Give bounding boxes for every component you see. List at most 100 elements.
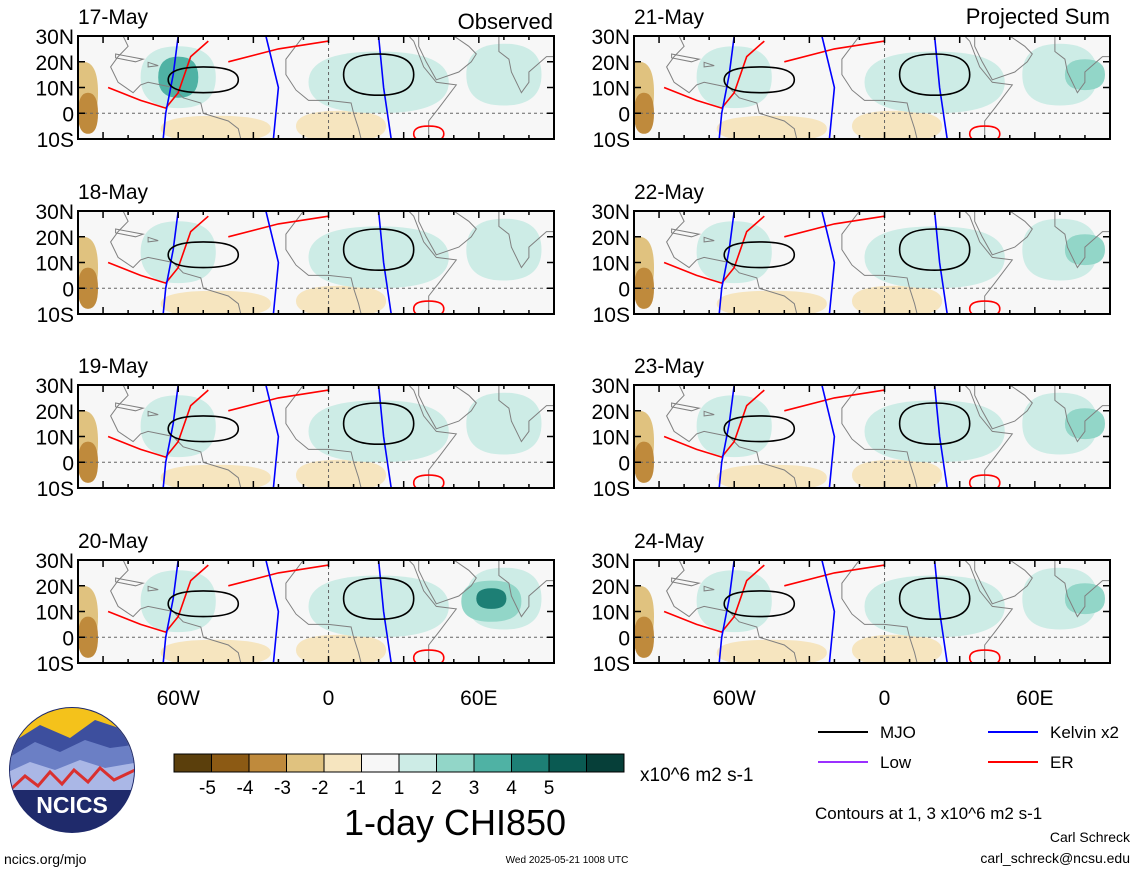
contour-line [162, 36, 179, 139]
chi-anomaly-fill [160, 115, 271, 139]
y-tick-label: 10N [591, 253, 630, 276]
chi-anomaly-fill [78, 616, 98, 658]
colorbar-label: 2 [431, 778, 442, 799]
y-tick-label: 0 [618, 278, 630, 301]
ncics-logo: NCICS [9, 707, 135, 833]
variable-title: 1-day CHI850 [344, 802, 566, 843]
colorbar-swatch [548, 753, 587, 773]
x-tick-label: 60E [1016, 687, 1053, 710]
chi-anomaly-fill [140, 395, 216, 458]
y-tick-label: 0 [62, 627, 74, 650]
contour-line [162, 385, 179, 488]
contour-line [663, 389, 765, 459]
contour-line [265, 36, 280, 139]
y-tick-label: 0 [62, 452, 74, 475]
panel-date: 17-May [78, 6, 149, 29]
y-tick-label: 0 [618, 103, 630, 126]
contour-line [228, 564, 329, 587]
contour-line [723, 415, 796, 443]
legend-label: Kelvin x2 [1050, 723, 1119, 742]
colorbar-swatch [436, 753, 475, 773]
contour-line [663, 40, 765, 110]
contour-line [968, 300, 1001, 314]
contour-line [265, 560, 280, 663]
contour-line [412, 649, 445, 663]
legend-label: Low [880, 753, 912, 772]
y-tick-label: 30N [591, 375, 630, 398]
chi-anomaly-fill [296, 459, 387, 488]
coastline [974, 211, 1033, 256]
chi-anomaly-fill [634, 441, 654, 483]
contour-line [167, 241, 240, 269]
panel-date: 20-May [78, 530, 149, 553]
contour-line [342, 402, 415, 446]
chi-anomaly-fill [852, 634, 943, 663]
contour-line [723, 590, 796, 618]
contour-line [821, 385, 836, 488]
chi-anomaly-fill [696, 221, 772, 284]
chi-anomaly-fill [476, 588, 507, 609]
colorbar-label: 1 [394, 778, 405, 799]
contour-line [162, 560, 179, 663]
contour-line [784, 389, 885, 412]
coastline [974, 385, 1033, 430]
coastline [147, 61, 159, 68]
chi-anomaly-fill [78, 92, 98, 134]
chi-anomaly-fill [852, 459, 943, 488]
contour-line [107, 564, 209, 634]
chi-anomaly-fill [716, 464, 827, 488]
chi-anomaly-fill [634, 92, 654, 134]
coastline [841, 560, 1014, 663]
coastline [418, 560, 477, 605]
y-tick-label: 10N [35, 253, 74, 276]
contour-line [663, 564, 765, 634]
coastline [498, 385, 554, 443]
y-tick-label: 0 [62, 103, 74, 126]
footer-timestamp: Wed 2025-05-21 1008 UTC [506, 855, 629, 866]
chi-anomaly-fill [140, 221, 216, 284]
chi-anomaly-fill [716, 639, 827, 663]
contour-line [821, 560, 836, 663]
contour-line [784, 564, 885, 587]
chi-anomaly-fill [852, 110, 943, 139]
colorbar-swatch [511, 753, 550, 773]
coastline [498, 211, 554, 269]
coastline [418, 385, 477, 430]
y-tick-label: 10N [35, 78, 74, 101]
colorbar-label: -3 [274, 778, 291, 799]
contour-line [265, 211, 280, 314]
chi-anomaly-fill [160, 290, 271, 314]
y-tick-label: 20N [591, 576, 630, 599]
contour-line [933, 211, 948, 314]
contour-line [718, 211, 735, 314]
contour-line [412, 300, 445, 314]
contour-line [723, 241, 796, 269]
chi-anomaly-fill [308, 51, 449, 114]
y-tick-label: 30N [35, 550, 74, 573]
contour-line [968, 649, 1001, 663]
observed-header: Observed [458, 9, 553, 34]
contour-line [784, 215, 885, 238]
panels: 30N20N10N010S17-May30N20N10N010S18-May30… [35, 6, 1111, 710]
y-tick-label: 10N [591, 78, 630, 101]
colorbar-swatch [286, 753, 325, 773]
chi-anomaly-fill [160, 464, 271, 488]
x-tick-label: 60E [460, 687, 497, 710]
chi-anomaly-fill [466, 218, 542, 281]
colorbar-swatch [586, 753, 625, 773]
contour-line [898, 53, 971, 97]
contour-line [898, 402, 971, 446]
contour-line [167, 66, 240, 94]
contour-line [107, 215, 209, 285]
coastline [498, 560, 554, 618]
colorbar-swatch [361, 753, 400, 773]
contour-line [718, 385, 735, 488]
y-tick-label: 20N [591, 401, 630, 424]
units-label: x10^6 m2 s-1 [640, 765, 753, 786]
y-tick-label: 30N [35, 375, 74, 398]
contour-line [968, 125, 1001, 139]
legend-label: ER [1050, 753, 1074, 772]
